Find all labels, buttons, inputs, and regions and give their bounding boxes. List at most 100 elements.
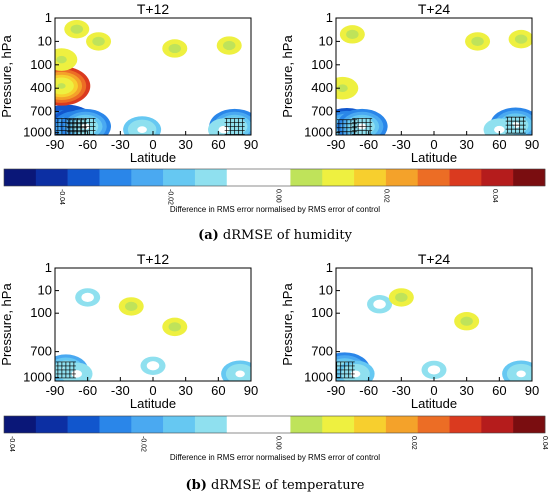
colorbar-swatch [194, 416, 228, 433]
contour-level [124, 301, 138, 311]
colorbar-tick-label: -0.04 [8, 436, 15, 452]
x-tick-label: -30 [392, 383, 411, 398]
contour-level [57, 83, 66, 89]
contour-level [137, 126, 147, 133]
colorbar-tick-label: 0.00 [275, 189, 282, 203]
colorbar-tick-label: 0.04 [491, 189, 498, 203]
colorbar-swatch [385, 416, 419, 433]
contour-level [168, 322, 182, 332]
x-axis-label: Latitude [130, 396, 176, 411]
x-tick-label: 0 [430, 137, 437, 152]
y-axis-label: Pressure, hPa [280, 283, 295, 366]
colorbar-b: -0.04 -0.02 0.00 0.02 0.04 Difference in RMS … [3, 415, 548, 462]
y-tick-label: 10 [319, 283, 333, 298]
x-tick-label: 0 [149, 383, 156, 398]
colorbar-swatch [417, 169, 450, 186]
y-tick-label: 1 [45, 10, 52, 25]
y-tick-label: 100 [30, 305, 52, 320]
caption-humidity: (a) dRMSE of humidity [0, 228, 550, 243]
colorbar-tick-label: 0.00 [275, 436, 282, 450]
contour-level [222, 40, 236, 51]
colorbar-swatch [35, 169, 68, 186]
contour-level [350, 370, 361, 378]
x-axis-label: Latitude [411, 396, 457, 411]
colorbar-frame [3, 168, 546, 187]
x-tick-label: 90 [525, 137, 539, 152]
y-tick-label: 1 [326, 260, 333, 275]
x-tick-label: 90 [244, 383, 258, 398]
caption-text: dRMSE of temperature [206, 478, 365, 493]
x-tick-label: 30 [459, 383, 473, 398]
contour-level [146, 361, 160, 371]
y-tick-label: 100 [30, 57, 52, 72]
contour-level [427, 365, 441, 375]
colorbar-swatch [67, 169, 100, 186]
y-tick-label: 700 [30, 104, 52, 119]
contour-level [514, 34, 528, 44]
y-axis-label: Pressure, hPa [280, 35, 295, 118]
colorbar-tick-label: -0.04 [58, 189, 65, 205]
colorbar-swatch [449, 169, 482, 186]
y-tick-label: 1 [45, 260, 52, 275]
contour-field [55, 268, 251, 381]
colorbar-swatch [35, 416, 68, 433]
contour-level [56, 55, 67, 64]
x-tick-label: -30 [111, 383, 130, 398]
y-tick-label: 700 [311, 344, 333, 359]
contour-level [337, 84, 348, 92]
y-tick-label: 100 [311, 57, 333, 72]
colorbar-swatch [322, 169, 355, 186]
panel-title: T+24 [418, 251, 451, 267]
colorbar-tick-label: 0.04 [541, 436, 548, 450]
x-tick-label: -60 [359, 137, 378, 152]
y-tick-label: 1000 [304, 125, 333, 140]
contour-level [516, 370, 526, 378]
colorbar-swatch [194, 169, 228, 186]
x-tick-label: 60 [211, 137, 225, 152]
x-tick-label: -90 [327, 383, 346, 398]
colorbar-swatch [131, 169, 164, 186]
colorbar-a: -0.04 -0.02 0.00 0.02 0.04 Difference in RMS … [3, 168, 546, 214]
x-tick-label: 90 [244, 137, 258, 152]
colorbar-swatch [481, 169, 514, 186]
x-tick-label: 0 [149, 137, 156, 152]
caption-text: dRMSE of humidity [218, 228, 352, 243]
panel-title: T+12 [137, 251, 170, 267]
colorbar-swatch [354, 169, 387, 186]
y-tick-label: 1000 [23, 125, 52, 140]
y-axis-label: Pressure, hPa [0, 283, 14, 366]
colorbar-swatch [481, 416, 514, 433]
contour-field [336, 268, 532, 381]
colorbar-swatch [354, 416, 387, 433]
caption-tag: (b) [185, 478, 207, 493]
x-tick-label: -60 [78, 383, 97, 398]
colorbar-swatch [4, 169, 37, 186]
colorbar-swatch [417, 416, 450, 433]
colorbar-swatch [258, 169, 291, 186]
colorbar-swatch [513, 416, 546, 433]
colorbar-tick-label: -0.02 [139, 436, 146, 452]
x-tick-label: 30 [178, 137, 192, 152]
x-tick-label: 0 [430, 383, 437, 398]
colorbar-swatch [385, 169, 419, 186]
colorbar-swatch [290, 416, 323, 433]
contour-panel-1: T+12 -90 -60 -30 0 30 60 90 Latitude 1 10 100 400 700… [0, 1, 258, 165]
x-tick-label: 30 [178, 383, 192, 398]
x-tick-label: 60 [492, 383, 506, 398]
colorbar-swatch [99, 416, 132, 433]
x-axis-label: Latitude [130, 150, 176, 165]
contour-panel-3: T+12 -90 -60 -30 0 30 60 90 Latitude 1 10 100 700 100… [0, 251, 258, 411]
contour-panel-4: T+24 -90 -60 -30 0 30 60 90 Latitude 1 10 100 700 100… [280, 251, 539, 411]
contour-level [235, 370, 245, 378]
contour-level [395, 292, 408, 303]
y-tick-label: 700 [30, 344, 52, 359]
x-tick-label: 60 [211, 383, 225, 398]
colorbar-swatch [513, 169, 546, 186]
x-tick-label: 30 [459, 137, 473, 152]
x-axis-label: Latitude [411, 150, 457, 165]
x-tick-label: 90 [525, 383, 539, 398]
colorbar-swatch [4, 416, 37, 433]
panel-title: T+24 [418, 1, 451, 17]
contour-field [336, 18, 532, 135]
